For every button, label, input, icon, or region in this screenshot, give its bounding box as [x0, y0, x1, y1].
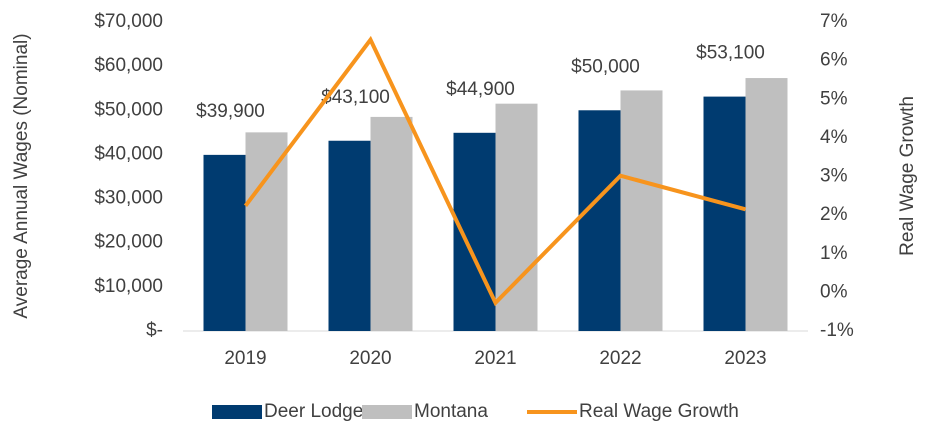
bar: [328, 140, 371, 331]
data-label: $50,000: [571, 56, 640, 77]
data-label: $39,900: [196, 101, 265, 122]
y-tick-label: $60,000: [94, 55, 163, 76]
y-tick-label: $50,000: [94, 99, 163, 120]
x-tick-label: 2020: [349, 348, 391, 369]
bar: [703, 96, 746, 331]
y2-tick-label: 4%: [820, 127, 848, 148]
bar: [620, 90, 663, 332]
x-tick-label: 2023: [724, 348, 766, 369]
legend-label: Deer Lodge: [264, 401, 363, 422]
x-tick-label: 2019: [224, 348, 266, 369]
y2-tick-label: 2%: [820, 204, 848, 225]
y2-tick-label: 6%: [820, 50, 848, 71]
y2-axis-title: Real Wage Growth: [897, 96, 918, 256]
legend-label: Montana: [414, 401, 488, 422]
bar: [245, 132, 288, 331]
y-tick-label: $10,000: [94, 276, 163, 297]
y-tick-label: $40,000: [94, 143, 163, 164]
y-tick-label: $70,000: [94, 11, 163, 32]
y2-tick-label: 3%: [820, 166, 848, 187]
y-tick-label: $30,000: [94, 188, 163, 209]
data-label: $44,900: [446, 79, 515, 100]
y-tick-label: $-: [146, 320, 163, 341]
data-label: $53,100: [696, 43, 765, 64]
legend-swatch: [212, 405, 262, 419]
y-axis-title: Average Annual Wages (Nominal): [11, 33, 32, 318]
bar: [745, 78, 788, 331]
bar: [578, 110, 621, 332]
y-tick-label: $20,000: [94, 232, 163, 253]
legend-label: Real Wage Growth: [579, 401, 739, 422]
x-tick-label: 2022: [599, 348, 641, 369]
y2-tick-label: 5%: [820, 88, 848, 109]
y2-tick-label: 0%: [820, 281, 848, 302]
y2-tick-label: 1%: [820, 243, 848, 264]
data-label: $43,100: [321, 87, 390, 108]
x-tick-label: 2021: [474, 348, 516, 369]
y2-tick-label: -1%: [820, 320, 854, 341]
line: [243, 35, 747, 307]
legend-swatch: [362, 405, 412, 419]
bar: [203, 154, 246, 331]
y2-tick-label: 7%: [820, 11, 848, 32]
bar: [370, 116, 413, 332]
